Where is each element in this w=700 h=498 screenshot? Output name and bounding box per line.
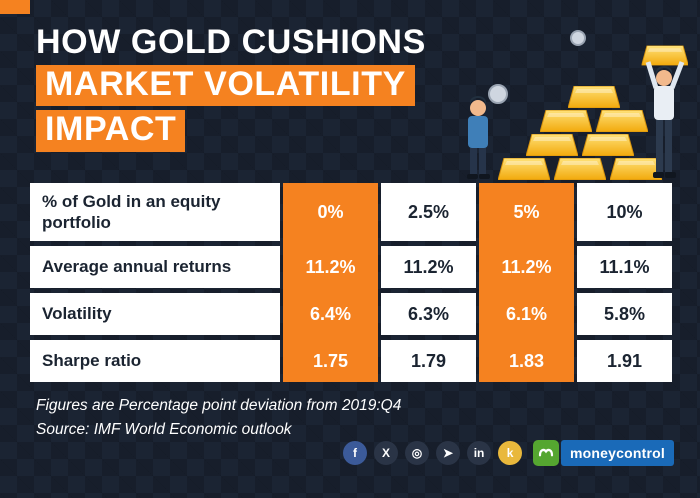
gold-stack-illustration bbox=[467, 30, 688, 184]
highlight-column-5pct bbox=[479, 183, 574, 382]
koo-icon[interactable]: k bbox=[498, 441, 523, 465]
table-cell: 1.83 bbox=[508, 350, 545, 371]
title-line-2: MARKET VOLATILITY bbox=[36, 64, 415, 107]
footnotes: Figures are Percentage point deviation f… bbox=[36, 394, 401, 442]
title-line-1: HOW GOLD CUSHIONS bbox=[36, 23, 426, 61]
moneycontrol-wordmark: moneycontrol bbox=[561, 440, 674, 466]
table-cell: 6.1% bbox=[505, 303, 548, 324]
table-cell: 2.5% bbox=[381, 183, 476, 241]
table-cell: 1.75 bbox=[312, 350, 349, 371]
table-cell: 11.2% bbox=[381, 246, 476, 288]
x-icon[interactable]: X bbox=[374, 441, 399, 465]
corner-accent bbox=[0, 0, 30, 14]
footnote-deviation: Figures are Percentage point deviation f… bbox=[36, 397, 402, 414]
coin-icon bbox=[488, 84, 508, 104]
table-cell: 10% bbox=[577, 183, 672, 241]
table-cell: 6.4% bbox=[309, 303, 352, 324]
table-cell: 1.91 bbox=[577, 340, 672, 382]
facebook-icon[interactable]: f bbox=[343, 441, 368, 465]
telegram-icon[interactable]: ➤ bbox=[436, 441, 461, 465]
table-cell: 5.8% bbox=[577, 293, 672, 335]
row-label: Average annual returns bbox=[30, 246, 280, 288]
person-lifting-gold bbox=[642, 46, 688, 178]
gold-portfolio-table: % of Gold in an equity portfolio 0% 2.5%… bbox=[30, 183, 672, 382]
row-label: Volatility bbox=[30, 293, 280, 335]
footnote-source: Source: IMF World Economic outlook bbox=[36, 421, 292, 439]
coin-icon bbox=[570, 30, 586, 46]
moneycontrol-logo[interactable]: moneycontrol bbox=[533, 440, 674, 466]
highlight-column-0pct bbox=[283, 183, 378, 382]
table-cell: 11.2% bbox=[501, 256, 552, 277]
title-block: HOW GOLD CUSHIONS MARKET VOLATILITY IMPA… bbox=[36, 23, 426, 153]
row-label: Sharpe ratio bbox=[30, 340, 280, 382]
mc-bull-icon bbox=[533, 440, 560, 466]
table-cell: 0% bbox=[317, 201, 344, 222]
table-cell: 11.1% bbox=[577, 246, 672, 288]
footer-bar: f X ◎ ➤ in k moneycontrol bbox=[343, 440, 674, 466]
table-cell: 11.2% bbox=[305, 256, 356, 277]
linkedin-icon[interactable]: in bbox=[467, 441, 492, 465]
person-standing bbox=[467, 96, 490, 179]
table-cell: 1.79 bbox=[381, 340, 476, 382]
table-cell: 6.3% bbox=[381, 293, 476, 335]
row-label: % of Gold in an equity portfolio bbox=[30, 183, 280, 241]
instagram-icon[interactable]: ◎ bbox=[405, 441, 430, 465]
table-cell: 5% bbox=[513, 201, 540, 222]
title-line-3: IMPACT bbox=[36, 110, 186, 153]
